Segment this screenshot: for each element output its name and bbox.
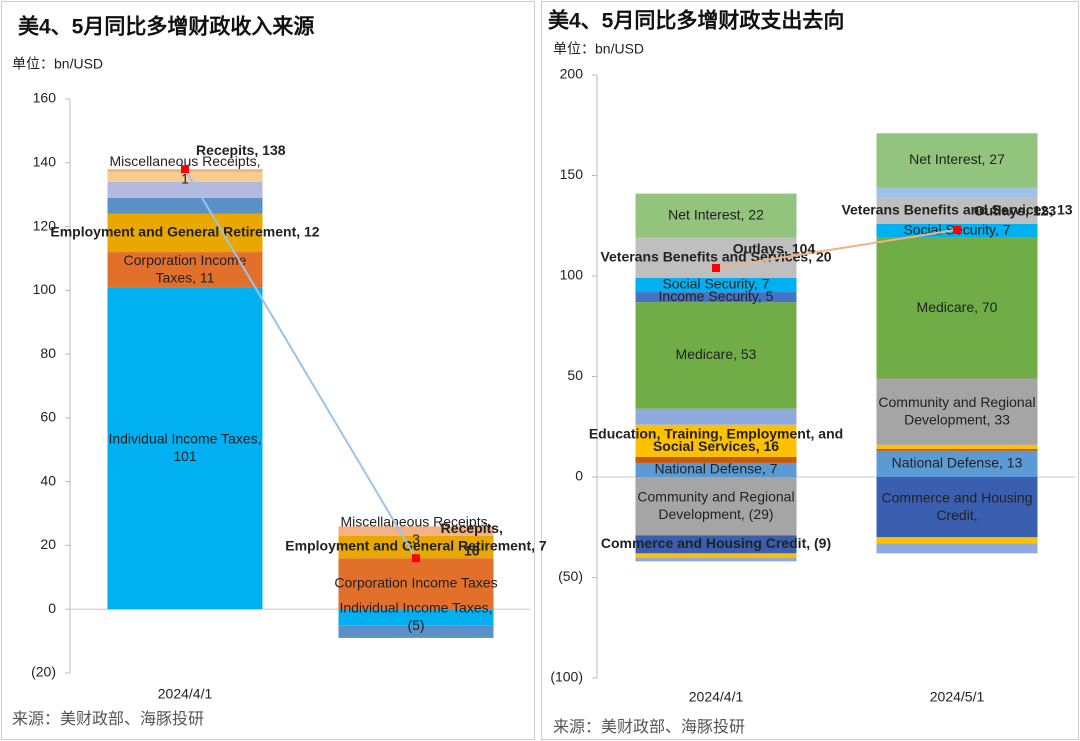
data-label: National Defense, 7 (655, 461, 778, 477)
bar-segment (876, 448, 1038, 451)
bar-segment (635, 424, 797, 457)
bar-segment (635, 535, 797, 554)
data-label: Corporation Income Taxes, 11 (124, 252, 247, 285)
data-label: Community and Regional Development, 33 (878, 394, 1035, 427)
y-tick-label: 80 (40, 345, 56, 361)
bar-segment (876, 133, 1038, 188)
chart-title: 美4、5月同比多增财政收入来源 (18, 15, 314, 39)
y-tick-label: 60 (40, 409, 56, 425)
data-label: Veterans Benefits and Services, 13 (841, 201, 1072, 217)
bar-segment (635, 278, 797, 293)
data-label: Employment and General Retirement, 12 (50, 224, 319, 240)
bar-segment (876, 197, 1038, 224)
y-tick-label: 0 (48, 600, 56, 616)
source: 来源：美财政部、海豚投研 (12, 710, 204, 728)
bar-segment (876, 477, 1038, 538)
bar-segment (107, 197, 263, 214)
total-marker (181, 165, 189, 174)
bar-segment (107, 213, 263, 253)
total-label: Outlays, 104 (733, 241, 816, 257)
x-tick-label: 2024/5/1 (930, 689, 985, 705)
total-label: Recepits, 16 (441, 520, 503, 558)
bar-segment (876, 450, 1038, 477)
bar-segment (635, 456, 797, 463)
total-marker (712, 263, 720, 272)
data-label: Veterans Benefits and Services, 20 (600, 249, 831, 265)
total-line (715, 228, 958, 269)
total-marker (412, 554, 420, 563)
data-label: Medicare, 70 (917, 299, 998, 315)
data-label: Medicare, 53 (676, 346, 757, 362)
y-tick-label: 120 (33, 217, 57, 233)
y-tick-label: (100) (550, 669, 583, 685)
unit-label: 单位：bn/USD (12, 56, 103, 72)
bar-segment (107, 287, 263, 610)
data-label: Individual Income Taxes, (5) (339, 599, 492, 632)
data-label: Income Security, 5 (659, 288, 774, 304)
bar-segment (876, 444, 1038, 449)
data-label: Social Security, 7 (662, 276, 769, 292)
bar-segment (876, 237, 1038, 379)
data-label: Individual Income Taxes, 101 (108, 430, 261, 463)
y-tick-label: 140 (33, 153, 57, 169)
y-tick-label: 20 (40, 536, 56, 552)
bar-segment (338, 625, 494, 638)
y-tick-label: 100 (33, 281, 57, 297)
bar-segment (338, 526, 494, 536)
y-tick-label: 0 (575, 468, 583, 484)
data-label: Miscellaneous Receipts, 1 (110, 153, 261, 186)
y-tick-label: 40 (40, 472, 56, 488)
data-label: Commerce and Housing Credit, (882, 489, 1033, 522)
bar-segment (876, 543, 1038, 554)
bar-segment (635, 462, 797, 477)
bar-segment (338, 609, 494, 626)
data-label: Corporation Income Taxes (334, 574, 497, 590)
data-label: Net Interest, 27 (909, 151, 1005, 167)
bar-segment (338, 535, 494, 559)
bar-segment (635, 553, 797, 558)
total-marker (953, 225, 961, 234)
data-label: Education, Training, Employment, and Soci… (589, 425, 843, 453)
source: 来源：美财政部、海豚投研 (553, 718, 745, 736)
bar-segment (635, 408, 797, 425)
data-label: Net Interest, 22 (668, 206, 764, 222)
y-tick-label: 200 (560, 66, 584, 82)
data-label: Employment and General Retirement, 7 (285, 538, 547, 554)
bar-segment (635, 292, 797, 303)
bar-segment (876, 378, 1038, 445)
x-tick-label: 2024/4/1 (158, 686, 213, 702)
bar-segment (635, 193, 797, 238)
y-tick-label: 160 (33, 90, 57, 106)
y-tick-label: 100 (560, 267, 584, 283)
data-label: Commerce and Housing Credit, (9) (601, 535, 831, 551)
bar-segment (107, 172, 263, 182)
bar-segment (107, 181, 263, 198)
data-label: National Defense, 13 (892, 455, 1023, 471)
data-label: Community and Regional Development, (29) (637, 488, 794, 521)
data-label: Miscellaneous Receipts, 3 (341, 513, 492, 546)
y-tick-label: (20) (31, 664, 56, 680)
x-tick-label: 2024/4/1 (689, 689, 744, 705)
bar-segment (635, 477, 797, 536)
bar-segment (635, 557, 797, 562)
y-tick-label: (50) (558, 568, 583, 584)
panel-border (541, 1, 1079, 740)
bar-segment (876, 187, 1038, 198)
bar-segment (876, 537, 1038, 544)
y-tick-label: 50 (567, 367, 583, 383)
total-label: Outlays, 123 (974, 202, 1057, 218)
panel-border (1, 1, 535, 740)
chart-title: 美4、5月同比多增财政支出去向 (548, 9, 844, 33)
bar-segment (338, 558, 494, 610)
bar-segment (635, 302, 797, 409)
y-tick-label: 150 (560, 166, 584, 182)
total-label: Recepits, 138 (196, 142, 286, 158)
total-line (184, 168, 417, 559)
unit-label: 单位：bn/USD (553, 41, 644, 57)
